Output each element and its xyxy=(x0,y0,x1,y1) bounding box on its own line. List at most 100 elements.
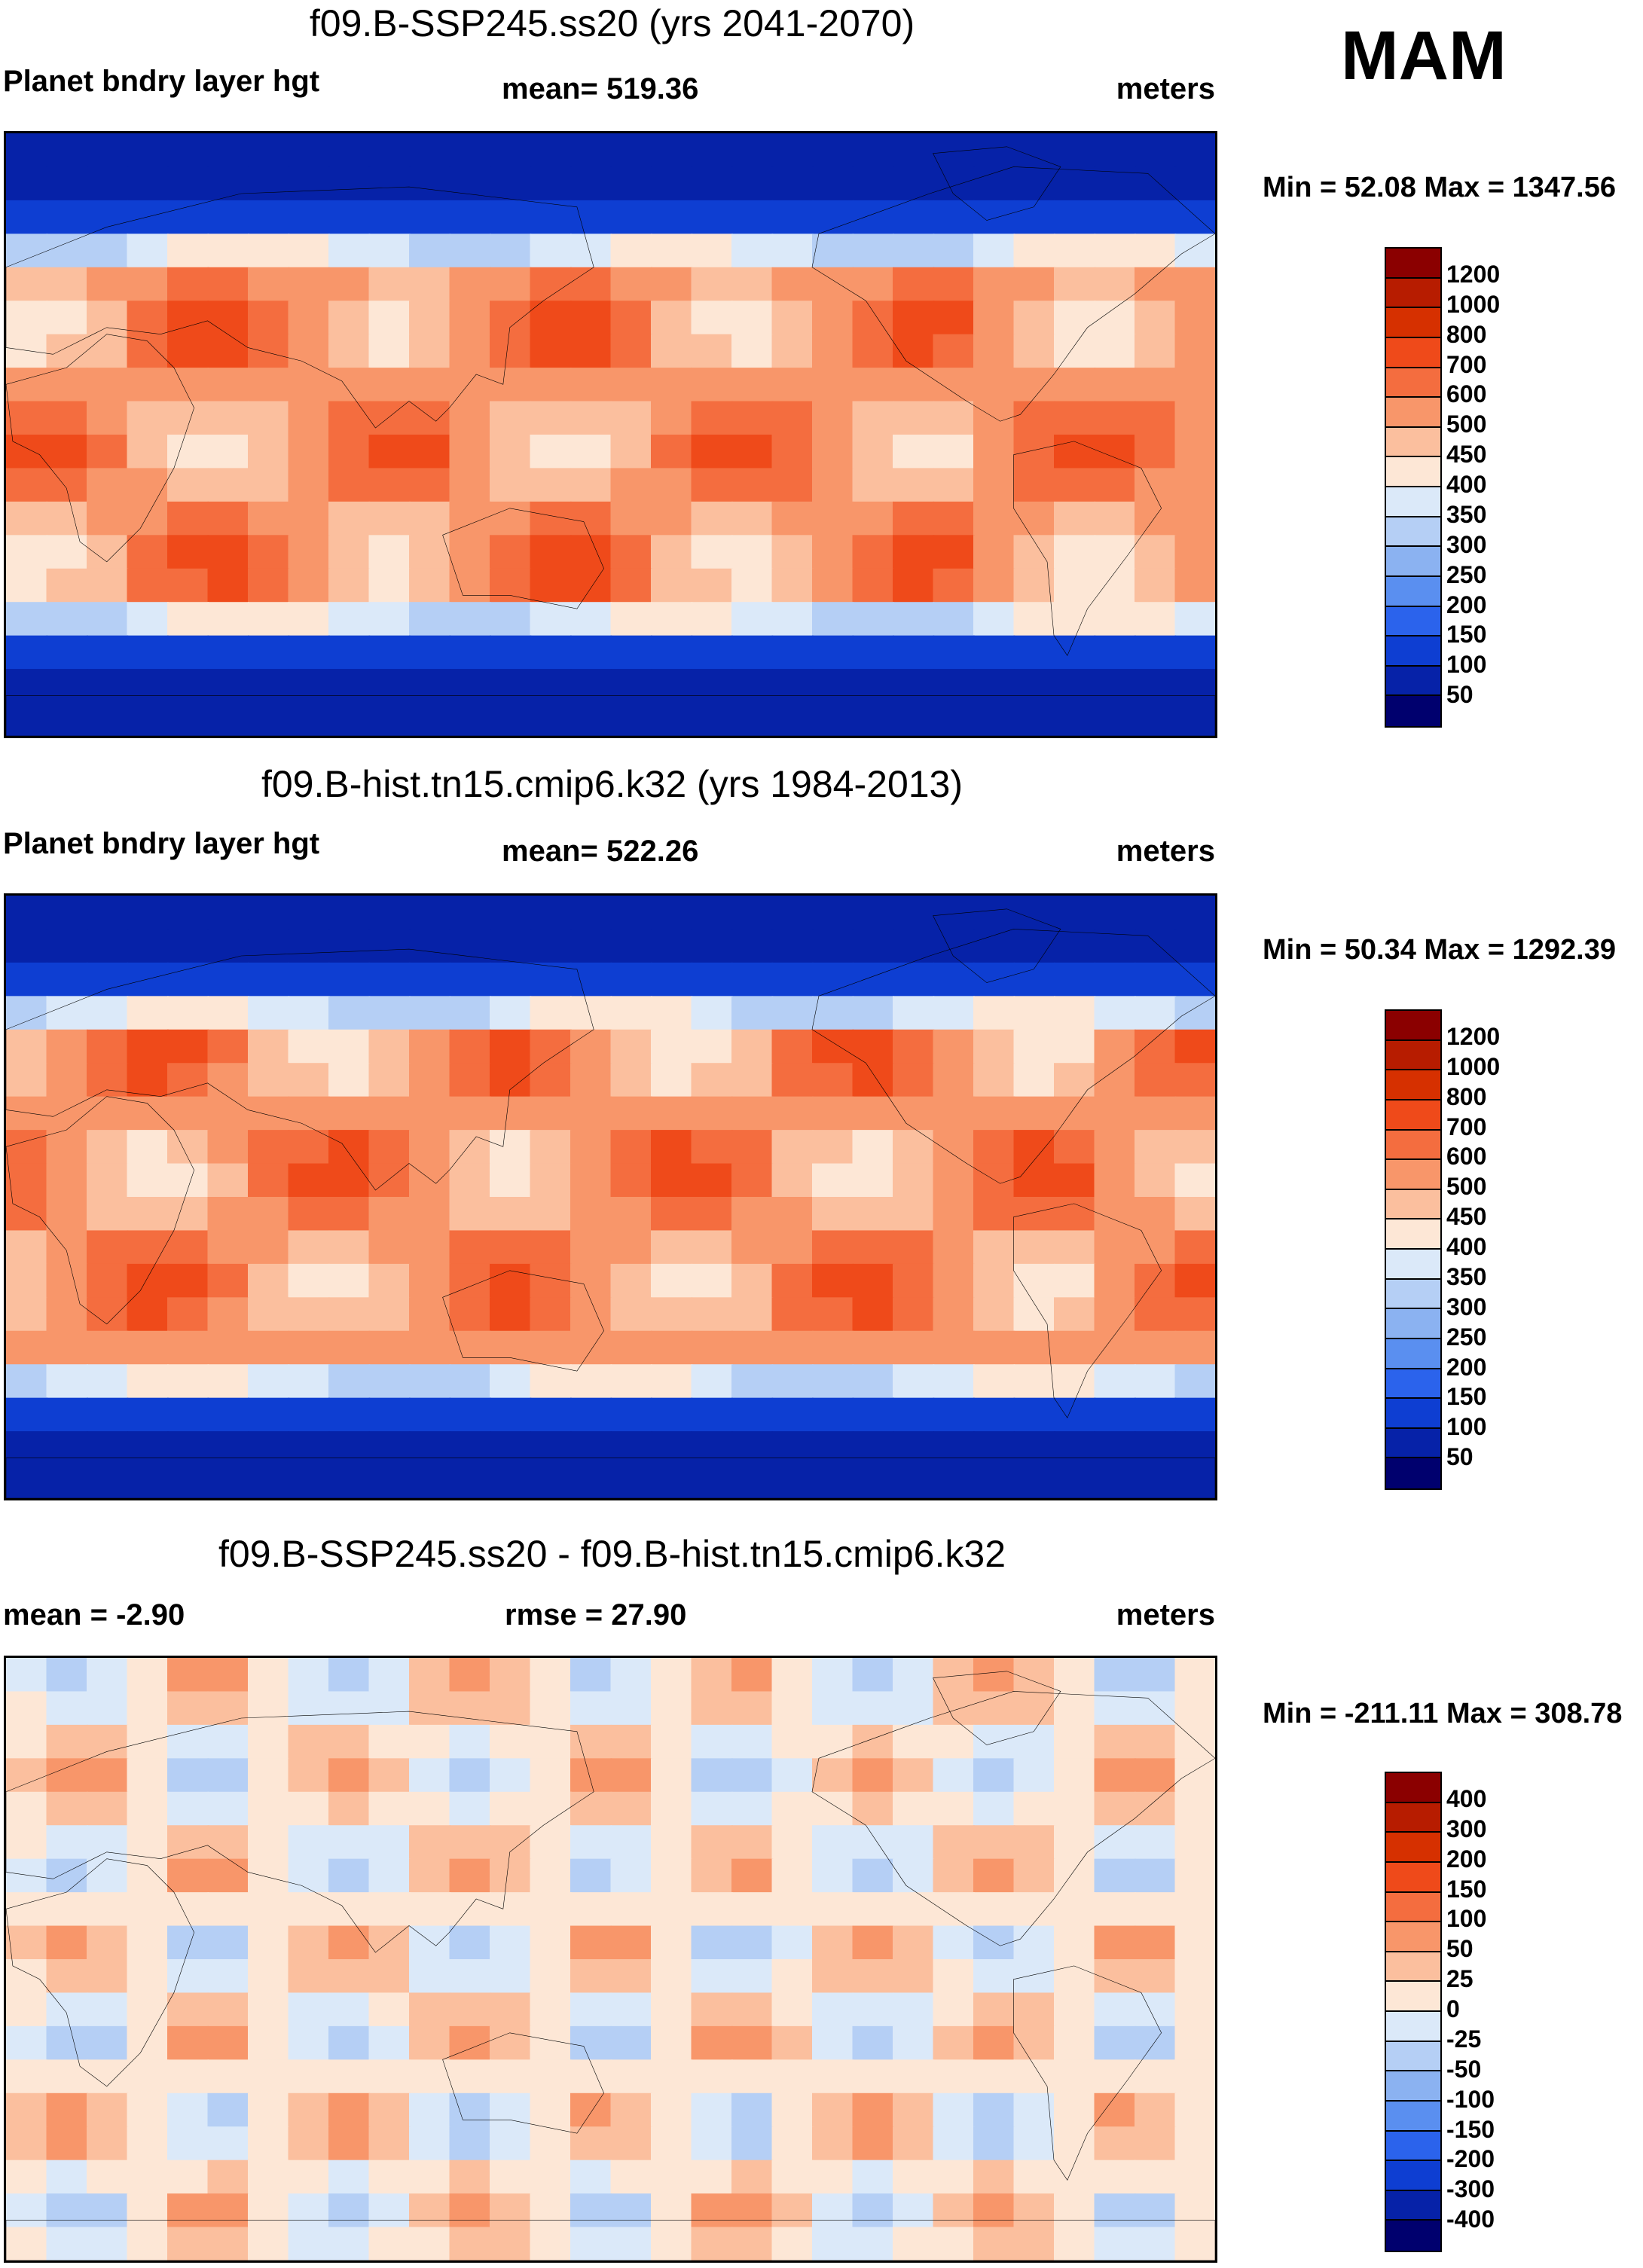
colorbar-swatch xyxy=(1386,1279,1440,1310)
colorbar-tick-label: 800 xyxy=(1446,320,1487,348)
panel-2-mean-label: mean= 522.26 xyxy=(502,835,699,868)
colorbar-swatch xyxy=(1386,1250,1440,1280)
colorbar-swatch xyxy=(1386,636,1440,667)
colorbar-tick-label: -100 xyxy=(1446,2085,1495,2113)
colorbar-tick-label: -200 xyxy=(1446,2145,1495,2173)
colorbar-swatch xyxy=(1386,1130,1440,1161)
coastline xyxy=(1014,1966,1162,2180)
panel-1-units-label: meters xyxy=(1116,72,1215,105)
colorbar-tick-label: 500 xyxy=(1446,411,1487,438)
colorbar-tick-label: 1200 xyxy=(1446,260,1501,288)
panel-3-units-label: meters xyxy=(1116,1598,1215,1632)
colorbar-swatch xyxy=(1386,1100,1440,1131)
colorbar-tick-label: -150 xyxy=(1446,2115,1495,2143)
coastline xyxy=(6,1859,194,2086)
coastline xyxy=(6,949,594,1190)
colorbar-swatch xyxy=(1386,666,1440,697)
colorbar-tick-label: 50 xyxy=(1446,1443,1474,1471)
colorbar-swatch xyxy=(1386,1982,1440,2012)
coastline xyxy=(6,1711,594,1952)
colorbar-tick-label: 600 xyxy=(1446,380,1487,408)
panel-1-mean-label: mean= 519.36 xyxy=(502,72,699,105)
colorbar-swatch xyxy=(1386,1369,1440,1400)
colorbar-swatch xyxy=(1386,457,1440,487)
coastline xyxy=(1014,1204,1162,1418)
colorbar-tick-label: -50 xyxy=(1446,2055,1482,2083)
colorbar-swatch xyxy=(1386,2190,1440,2221)
colorbar-swatch xyxy=(1386,2161,1440,2191)
field-cells xyxy=(6,1658,1215,2260)
colorbar-tick-label: 700 xyxy=(1446,1113,1487,1140)
colorbar-swatch xyxy=(1386,308,1440,338)
colorbar-swatch xyxy=(1386,2041,1440,2072)
coastline xyxy=(933,909,1061,983)
colorbar-tick-label: 450 xyxy=(1446,441,1487,469)
panel-2-colorbar xyxy=(1385,1009,1442,1490)
panel-3-colorbar xyxy=(1385,1772,1442,2252)
colorbar-tick-label: 200 xyxy=(1446,1353,1487,1381)
colorbar-tick-label: 25 xyxy=(1446,1965,1474,1993)
coastline xyxy=(443,1271,604,1371)
colorbar-swatch xyxy=(1386,1428,1440,1459)
colorbar-tick-label: 100 xyxy=(1446,651,1487,679)
colorbar-tick-label: 300 xyxy=(1446,1293,1487,1320)
field-cells xyxy=(6,133,1215,736)
colorbar-swatch xyxy=(1386,487,1440,517)
colorbar-tick-label: 450 xyxy=(1446,1203,1487,1231)
colorbar-swatch xyxy=(1386,398,1440,428)
panel-2-map-field xyxy=(6,896,1215,1498)
colorbar-swatch xyxy=(1386,427,1440,458)
colorbar-tick-label: 1000 xyxy=(1446,1052,1501,1080)
colorbar-swatch xyxy=(1386,1070,1440,1100)
panel-1-map xyxy=(4,131,1217,738)
coastline xyxy=(6,1458,1215,1498)
colorbar-swatch xyxy=(1386,2131,1440,2162)
panel-2-minmax: Min = 50.34 Max = 1292.39 xyxy=(1263,934,1616,966)
colorbar-tick-label: 400 xyxy=(1446,1784,1487,1812)
colorbar-swatch xyxy=(1386,1773,1440,1803)
colorbar-tick-label: 50 xyxy=(1446,1935,1474,1963)
colorbar-tick-label: 150 xyxy=(1446,1875,1487,1903)
colorbar-swatch xyxy=(1386,1189,1440,1220)
colorbar-tick-label: 300 xyxy=(1446,530,1487,558)
colorbar-swatch xyxy=(1386,696,1440,726)
coastline xyxy=(6,2221,1215,2260)
colorbar-swatch xyxy=(1386,368,1440,398)
colorbar-tick-label: -25 xyxy=(1446,2025,1482,2053)
colorbar-tick-label: 1200 xyxy=(1446,1022,1501,1050)
colorbar-swatch xyxy=(1386,1833,1440,1863)
coastline xyxy=(933,147,1061,221)
colorbar-tick-label: 200 xyxy=(1446,591,1487,618)
colorbar-swatch xyxy=(1386,1952,1440,1983)
colorbar-tick-label: 150 xyxy=(1446,1383,1487,1411)
colorbar-tick-label: 1000 xyxy=(1446,290,1501,318)
coastline xyxy=(443,2033,604,2133)
colorbar-swatch xyxy=(1386,1160,1440,1190)
panel-1-title: f09.B-SSP245.ss20 (yrs 2041-2070) xyxy=(309,2,915,44)
panel-3-mean-label: mean = -2.90 xyxy=(3,1598,185,1632)
panel-3-title: f09.B-SSP245.ss20 - f09.B-hist.tn15.cmip… xyxy=(218,1533,1006,1575)
panel-2-map xyxy=(4,893,1217,1500)
colorbar-swatch xyxy=(1386,1309,1440,1339)
panel-3-rmse-label: rmse = 27.90 xyxy=(505,1598,687,1632)
colorbar-tick-label: 100 xyxy=(1446,1905,1487,1933)
colorbar-tick-label: -300 xyxy=(1446,2175,1495,2203)
coastline xyxy=(6,187,594,428)
colorbar-tick-label: 50 xyxy=(1446,681,1474,709)
colorbar-tick-label: 600 xyxy=(1446,1143,1487,1171)
panel-3-minmax: Min = -211.11 Max = 308.78 xyxy=(1263,1698,1623,1729)
colorbar-tick-label: 150 xyxy=(1446,621,1487,649)
panel-1-colorbar-ticks: 1200 1000 800 700 600 500 450 400 350 300 250 200 15… xyxy=(1446,247,1567,728)
colorbar-swatch xyxy=(1386,1011,1440,1041)
colorbar-tick-label: 350 xyxy=(1446,1262,1487,1290)
colorbar-tick-label: 400 xyxy=(1446,1233,1487,1260)
colorbar-swatch xyxy=(1386,1862,1440,1893)
panel-3-map-field xyxy=(6,1658,1215,2260)
colorbar-tick-label: 200 xyxy=(1446,1845,1487,1873)
colorbar-tick-label: 700 xyxy=(1446,350,1487,378)
coastline xyxy=(812,1691,1215,1946)
colorbar-tick-label: 100 xyxy=(1446,1413,1487,1441)
colorbar-tick-label: 400 xyxy=(1446,471,1487,498)
colorbar-swatch xyxy=(1386,1040,1440,1071)
coastline xyxy=(6,696,1215,736)
